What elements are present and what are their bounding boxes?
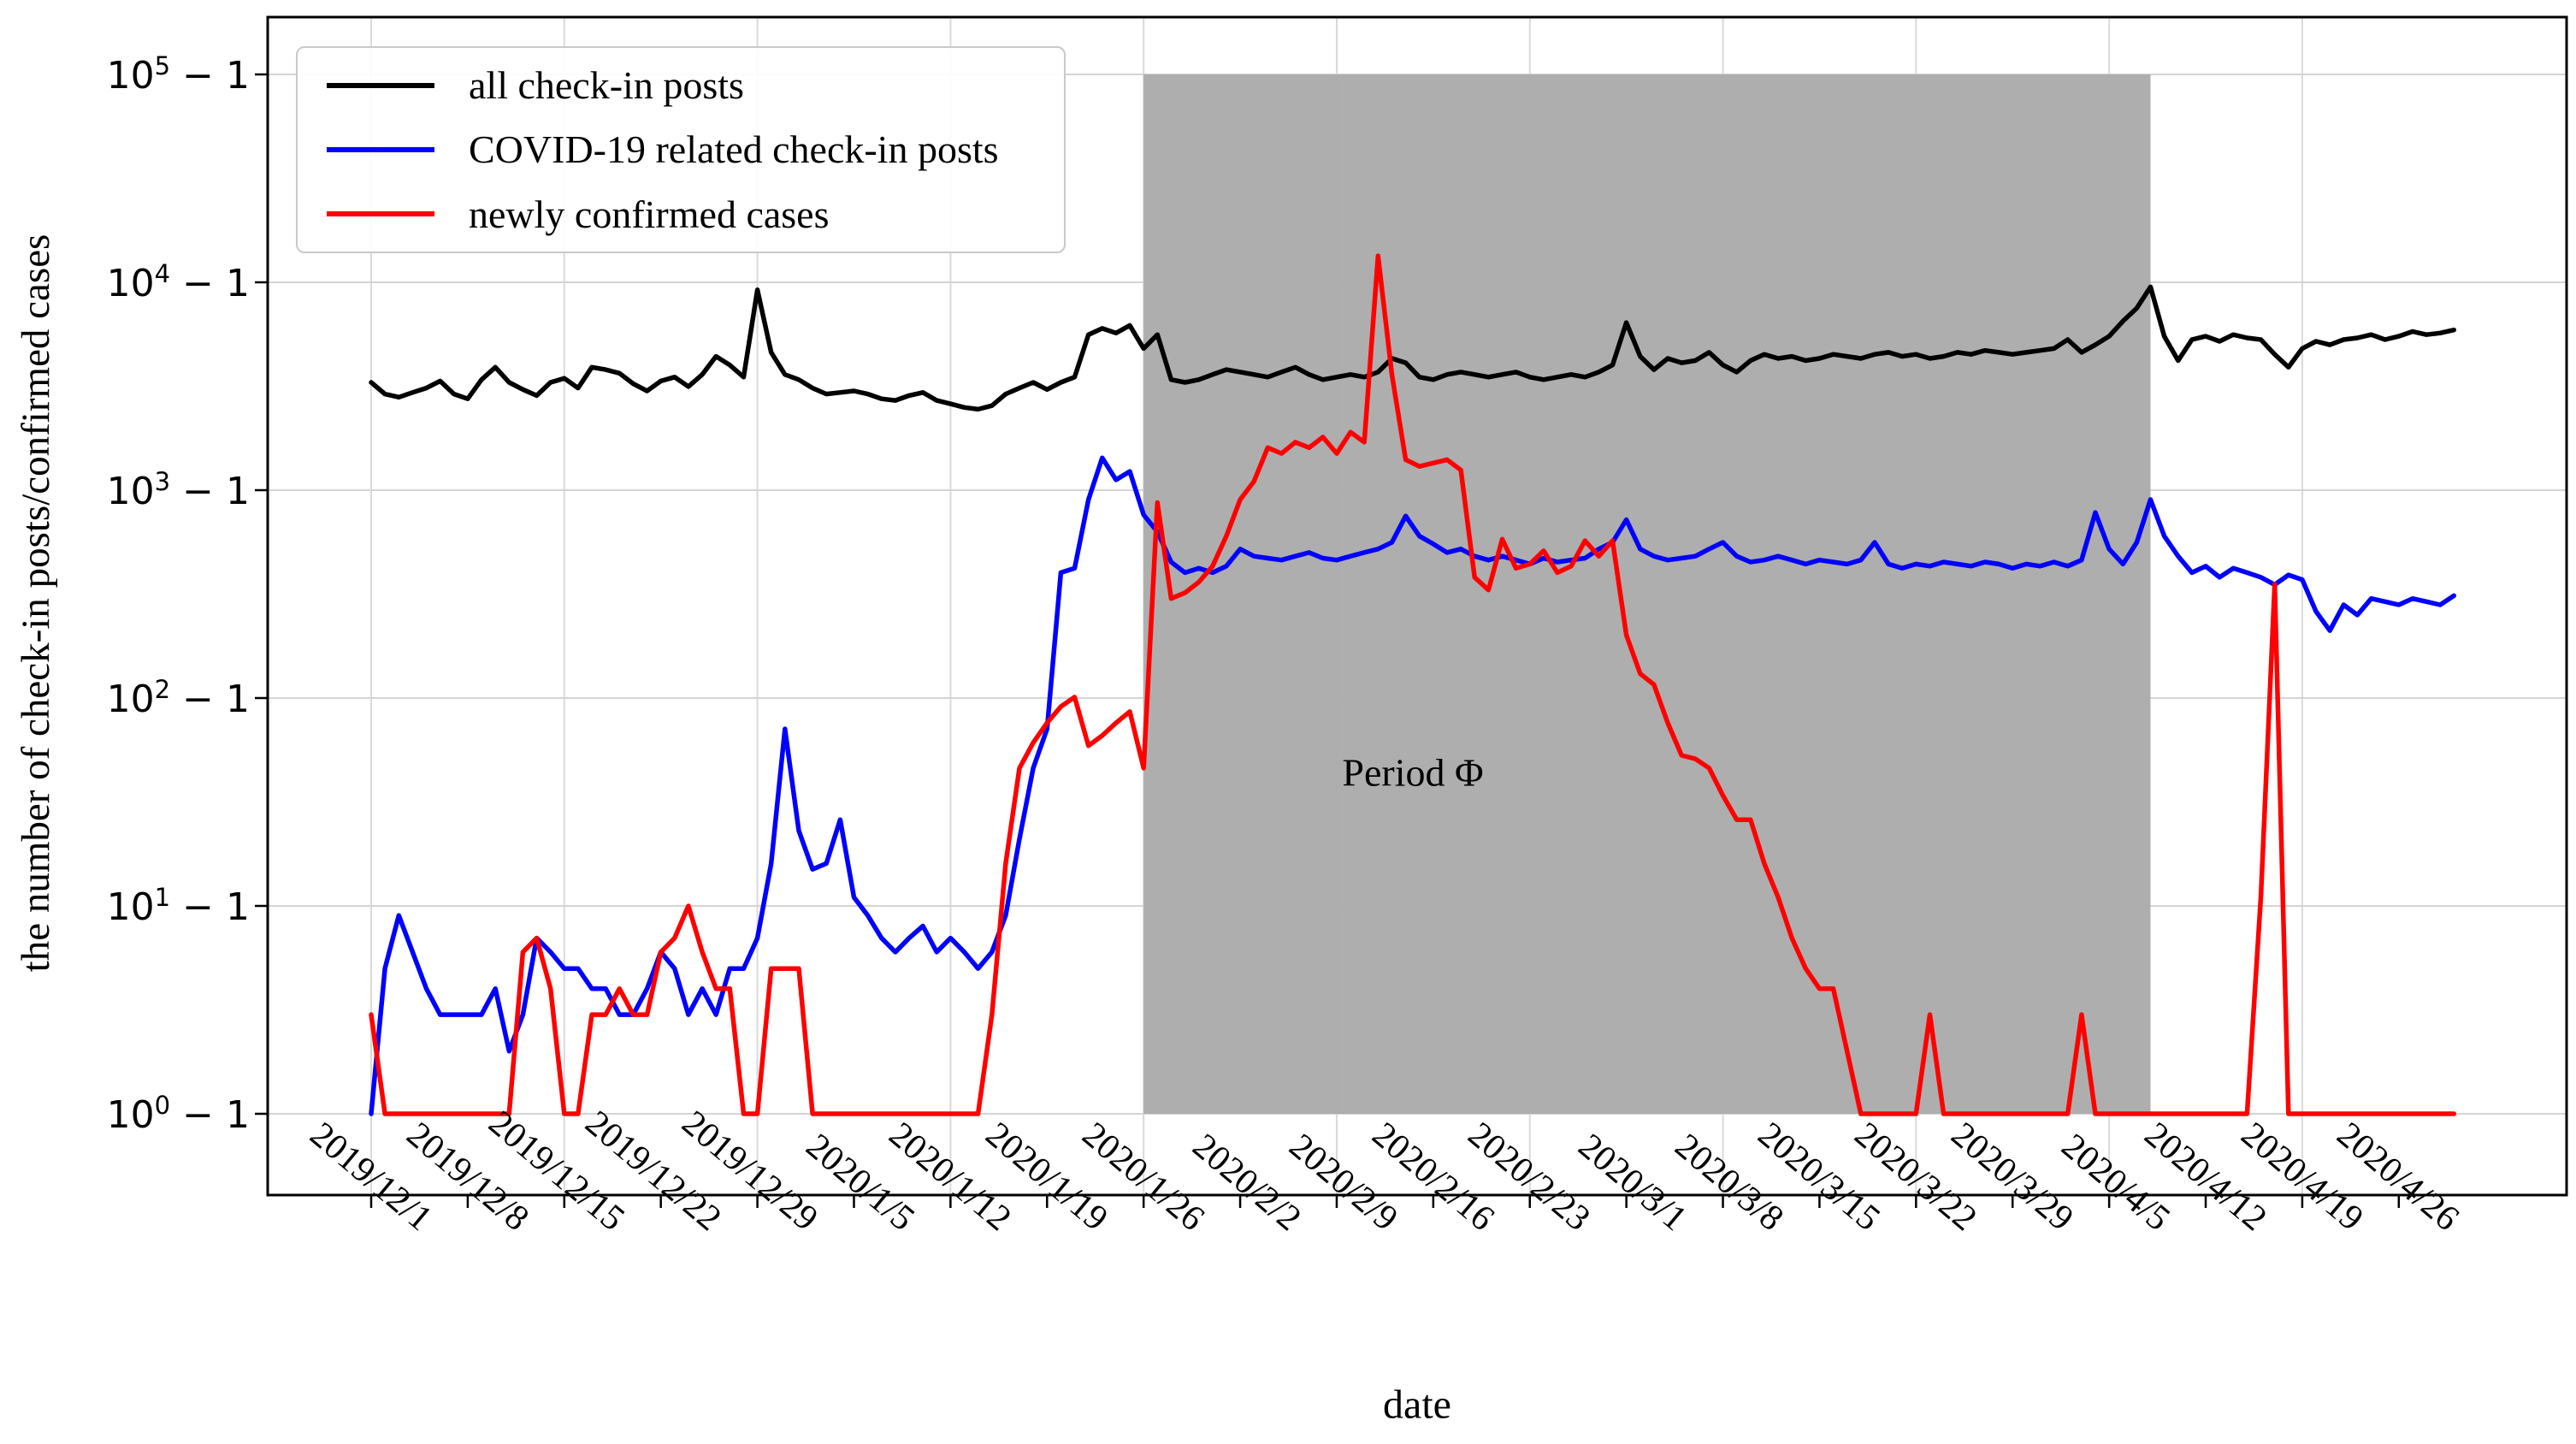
plot-border — [266, 15, 2568, 1197]
x-axis-title: date — [1383, 1382, 1451, 1428]
legend-label: all check-in posts — [469, 63, 744, 108]
series-line-covid-19-related-check-in-posts — [369, 455, 2457, 1116]
series-line-all-check-in-posts — [369, 284, 2457, 412]
legend: all check-in posts COVID-19 related check… — [296, 46, 1066, 253]
period-annotation: Period Φ — [1342, 750, 1484, 795]
y-axis-title: the number of check-in posts/confirmed c… — [14, 234, 58, 973]
y-tick-label: 102 − 1 — [106, 675, 250, 721]
y-tick-label: 103 − 1 — [106, 467, 250, 513]
legend-line-swatch — [327, 146, 434, 152]
legend-entry: COVID-19 related check-in posts — [327, 127, 1064, 172]
legend-label: COVID-19 related check-in posts — [469, 127, 999, 172]
y-tick-label: 101 − 1 — [106, 883, 250, 929]
y-tick-label: 105 − 1 — [106, 51, 250, 98]
legend-line-swatch — [327, 211, 434, 217]
legend-label: newly confirmed cases — [469, 192, 830, 236]
legend-entry: all check-in posts — [327, 62, 1064, 108]
legend-line-swatch — [327, 82, 434, 88]
period-shaded-region — [1143, 74, 2151, 1114]
series-line-newly-confirmed-cases — [369, 253, 2457, 1116]
legend-entry: newly confirmed cases — [327, 192, 1064, 237]
y-tick-label: 100 − 1 — [106, 1091, 250, 1137]
y-tick-label: 104 − 1 — [106, 259, 250, 305]
